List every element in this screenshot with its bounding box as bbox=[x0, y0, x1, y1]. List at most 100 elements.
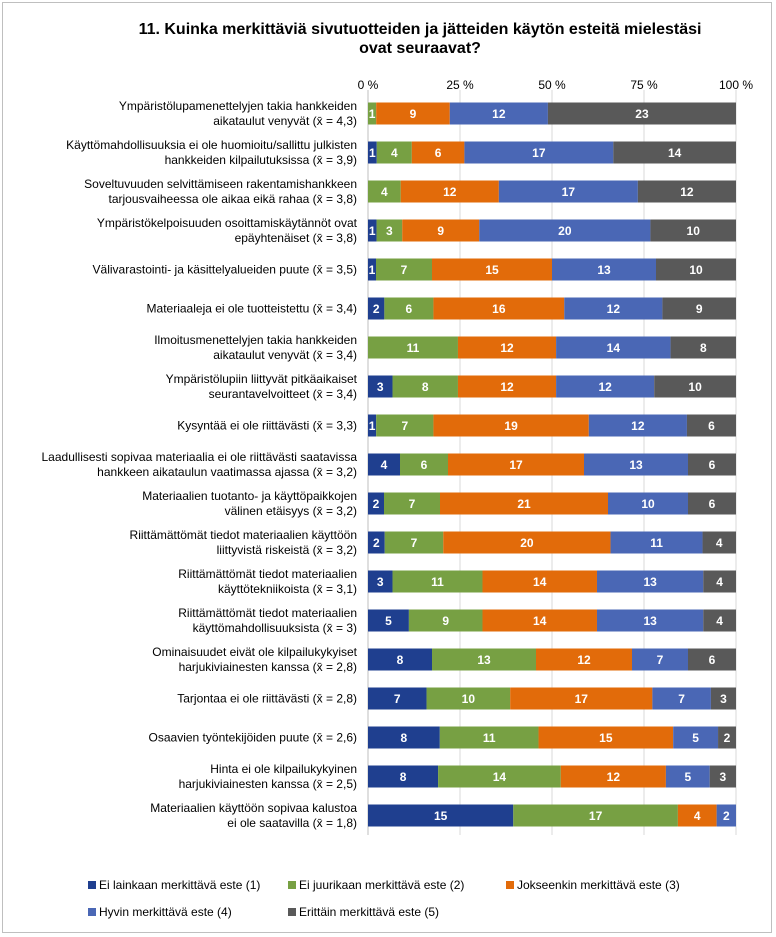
bar-value-label: 12 bbox=[631, 419, 645, 433]
category-label: Ympäristölupiin liittyvät pitkäaikaiset s… bbox=[166, 372, 358, 401]
category-label-line: Riittämättömät tiedot materiaalien bbox=[178, 606, 357, 620]
bar-value-label: 7 bbox=[394, 692, 401, 706]
bar-segment bbox=[368, 336, 458, 359]
bar-value-label: 17 bbox=[509, 458, 523, 472]
category-label-line: Hinta ei ole kilpailukykyinen bbox=[210, 762, 357, 776]
bar-segment bbox=[384, 492, 440, 515]
bar-segment bbox=[411, 141, 465, 164]
bar-value-label: 6 bbox=[421, 458, 428, 472]
category-label-line: Materiaalien tuotanto- ja käyttöpaikkoje… bbox=[142, 489, 357, 503]
category-label: Riittämättömät tiedot materiaalien käyttö… bbox=[178, 567, 357, 596]
category-label-line: epäyhtenäiset (x̄ = 3,8) bbox=[235, 231, 357, 245]
category-label: Osaavien työntekijöiden puute (x̄ = 2,6) bbox=[149, 731, 357, 745]
x-tick-label: 0 % bbox=[358, 78, 379, 92]
category-label-line: aikataulut venyvät (x̄ = 4,3) bbox=[213, 114, 357, 128]
bar-segment bbox=[482, 609, 597, 632]
bar-value-label: 1 bbox=[369, 419, 376, 433]
category-label: Materiaaleja ei ole tuotteistettu (x̄ = … bbox=[147, 302, 357, 316]
category-label-line: Käyttömahdollisuuksia ei ole huomioitu/s… bbox=[66, 138, 357, 152]
bar-segment bbox=[426, 687, 511, 710]
bar-segment bbox=[384, 297, 434, 320]
legend-item: Ei lainkaan merkittävä este (1) bbox=[88, 878, 260, 892]
bar-value-label: 12 bbox=[607, 770, 621, 784]
bar-segment bbox=[392, 375, 458, 398]
bar-value-label: 11 bbox=[431, 575, 444, 589]
bar-value-label: 14 bbox=[668, 146, 682, 160]
category-label-line: hankkeiden kilpailutuksissa (x̄ = 3,9) bbox=[165, 153, 357, 167]
bar-value-label: 7 bbox=[409, 497, 416, 511]
bar-value-label: 6 bbox=[709, 497, 716, 511]
bar-value-label: 2 bbox=[723, 809, 730, 823]
bar-segment bbox=[368, 414, 377, 437]
bar-segment bbox=[718, 726, 736, 749]
bar-value-label: 17 bbox=[589, 809, 603, 823]
category-label-line: tarjousvaiheessa ole aikaa eikä rahaa (x… bbox=[109, 192, 357, 206]
bar-segment bbox=[368, 609, 409, 632]
category-label: Ympäristölupamenettelyjen takia hankkeid… bbox=[119, 99, 357, 128]
bar-value-label: 2 bbox=[373, 497, 380, 511]
bar-segment bbox=[368, 687, 427, 710]
bar-segment bbox=[457, 375, 557, 398]
bar-value-label: 1 bbox=[369, 146, 376, 160]
category-label-line: Tarjontaa ei ole riittävästi (x̄ = 2,8) bbox=[177, 692, 357, 706]
bar-segment bbox=[673, 726, 719, 749]
category-label-line: käyttömahdollisuuksista (x̄ = 3) bbox=[193, 621, 357, 635]
bar-segment bbox=[536, 648, 632, 671]
bar-segment bbox=[654, 375, 736, 398]
legend-label: Erittäin merkittävä este (5) bbox=[299, 905, 440, 919]
bar-value-label: 10 bbox=[689, 263, 703, 277]
category-label: Ominaisuudet eivät ole kilpailukykyiset h… bbox=[152, 645, 357, 674]
bar-segment bbox=[432, 258, 552, 281]
category-label-line: Välivarastointi- ja käsittelyalueiden pu… bbox=[93, 263, 357, 277]
category-label: Riittämättömät tiedot materiaalien käytt… bbox=[130, 528, 357, 557]
category-label: Käyttömahdollisuuksia ei ole huomioitu/s… bbox=[66, 138, 357, 167]
bar-value-label: 12 bbox=[680, 185, 694, 199]
bar-segment bbox=[400, 180, 499, 203]
bar-value-label: 8 bbox=[400, 770, 407, 784]
bar-segment bbox=[510, 687, 653, 710]
bar-segment bbox=[688, 492, 736, 515]
category-label-line: Ominaisuudet eivät ole kilpailukykyiset bbox=[152, 645, 357, 659]
bar-value-label: 13 bbox=[643, 575, 657, 589]
x-tick-label: 25 % bbox=[446, 78, 474, 92]
category-label-line: Ympäristölupamenettelyjen takia hankkeid… bbox=[119, 99, 357, 113]
bar-segment bbox=[637, 180, 736, 203]
bar-value-label: 3 bbox=[377, 380, 384, 394]
bar-segment bbox=[368, 102, 377, 125]
category-label-line: hankkeen aikataulun vaatimassa ajassa (x… bbox=[97, 465, 357, 479]
category-label: Materiaalien tuotanto- ja käyttöpaikkoje… bbox=[142, 489, 357, 518]
bar-value-label: 6 bbox=[708, 419, 715, 433]
bar-segment bbox=[368, 531, 385, 554]
x-tick-label: 50 % bbox=[538, 78, 566, 92]
bar-segment bbox=[703, 570, 736, 593]
bar-value-label: 12 bbox=[492, 107, 506, 121]
bar-segment bbox=[368, 726, 440, 749]
bar-value-label: 14 bbox=[493, 770, 507, 784]
category-label-line: käyttötekniikoista (x̄ = 3,1) bbox=[218, 582, 357, 596]
category-label: Ympäristökelpoisuuden osoittamiskäytännö… bbox=[97, 216, 358, 245]
bar-segment bbox=[688, 648, 736, 671]
category-label-line: liittyvistä riskeistä (x̄ = 3,2) bbox=[217, 543, 357, 557]
bar-segment bbox=[432, 648, 536, 671]
category-label-line: Materiaalien käyttöön sopivaa kalustoa bbox=[150, 801, 357, 815]
bar-segment bbox=[376, 414, 434, 437]
bar-value-label: 1 bbox=[369, 224, 376, 238]
bar-value-label: 9 bbox=[442, 614, 449, 628]
category-label-line: Ympäristökelpoisuuden osoittamiskäytännö… bbox=[97, 216, 358, 230]
legend-swatch bbox=[288, 881, 296, 889]
bar-value-label: 12 bbox=[607, 302, 621, 316]
bar-segment bbox=[588, 414, 687, 437]
bar-segment bbox=[384, 531, 444, 554]
bar-value-label: 15 bbox=[485, 263, 499, 277]
bar-value-label: 5 bbox=[385, 614, 392, 628]
legend-swatch bbox=[88, 908, 96, 916]
bar-value-label: 9 bbox=[410, 107, 417, 121]
bar-value-label: 15 bbox=[599, 731, 613, 745]
bar-value-label: 3 bbox=[386, 224, 393, 238]
bar-segment bbox=[709, 765, 736, 788]
category-label-line: harjukiviainesten kanssa (x̄ = 2,8) bbox=[179, 660, 357, 674]
category-label-line: Materiaaleja ei ole tuotteistettu (x̄ = … bbox=[147, 302, 357, 316]
bar-segment bbox=[368, 258, 376, 281]
bar-value-label: 23 bbox=[635, 107, 649, 121]
